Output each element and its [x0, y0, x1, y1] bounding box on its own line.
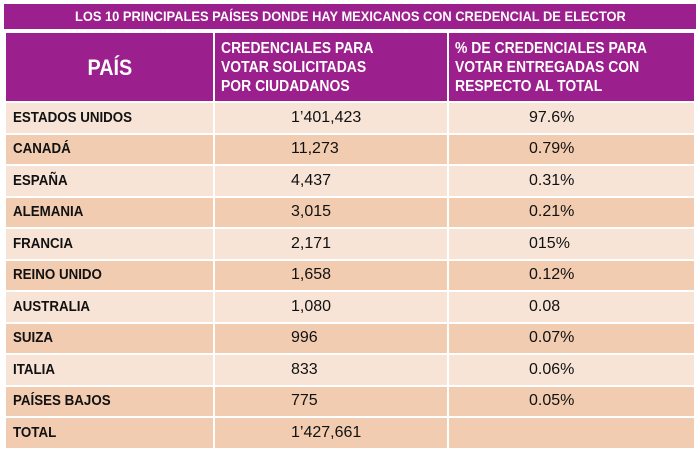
credentials-value: 1,080 — [291, 297, 332, 315]
table-row: ALEMANIA 3,015 0.21% — [4, 195, 696, 229]
table-row: ESPAÑA 4,437 0.31% — [4, 164, 696, 198]
country-value: AUSTRALIA — [13, 298, 91, 315]
credentials-cell: 4,437 — [213, 164, 449, 198]
credentials-cell: 1,658 — [213, 258, 449, 292]
country-cell: PAÍSES BAJOS — [4, 384, 215, 418]
percent-cell: 0.06% — [447, 353, 696, 387]
credentials-cell: 2,171 — [213, 227, 449, 261]
credentials-cell: 1’427,661 — [213, 416, 449, 450]
credentials-table: PAÍS CREDENCIALES PARA VOTAR SOLICITADAS… — [4, 31, 696, 450]
credentials-cell: 11,273 — [213, 132, 449, 166]
country-cell: SUIZA — [4, 321, 215, 355]
credentials-value: 11,273 — [291, 140, 339, 158]
percent-cell: 0.12% — [447, 258, 696, 292]
total-row: TOTAL 1’427,661 — [4, 416, 696, 450]
credentials-cell: 1,080 — [213, 290, 449, 324]
country-value: PAÍSES BAJOS — [13, 393, 111, 410]
percent-cell: 0.08 — [447, 290, 696, 324]
percent-value: 0.79% — [529, 140, 575, 158]
country-cell: ALEMANIA — [4, 195, 215, 229]
header-country: PAÍS — [4, 31, 215, 103]
percent-value: 97.6% — [529, 108, 575, 126]
credentials-value: 833 — [291, 360, 318, 378]
percent-cell — [447, 416, 696, 450]
percent-value: 0.06% — [529, 360, 575, 378]
country-cell: ITALIA — [4, 353, 215, 387]
credentials-value: 2,171 — [291, 234, 332, 252]
credentials-value: 4,437 — [291, 171, 332, 189]
table-row: SUIZA 996 0.07% — [4, 321, 696, 355]
country-value: FRANCIA — [13, 235, 74, 252]
country-cell: TOTAL — [4, 416, 215, 450]
percent-value: 0.21% — [529, 203, 575, 221]
header-credentials: CREDENCIALES PARA VOTAR SOLICITADAS POR … — [213, 31, 449, 103]
country-value: ALEMANIA — [13, 204, 84, 221]
percent-value: 0.12% — [529, 266, 575, 284]
percent-cell: 97.6% — [447, 101, 696, 135]
credentials-cell: 3,015 — [213, 195, 449, 229]
table-row: ESTADOS UNIDOS 1’401,423 97.6% — [4, 101, 696, 135]
percent-value: 0.07% — [529, 329, 575, 347]
country-cell: ESPAÑA — [4, 164, 215, 198]
country-cell: FRANCIA — [4, 227, 215, 261]
country-cell: AUSTRALIA — [4, 290, 215, 324]
percent-value: 0.31% — [529, 171, 575, 189]
country-value: SUIZA — [13, 330, 54, 347]
credentials-cell: 775 — [213, 384, 449, 418]
credentials-value: 1,658 — [291, 266, 332, 284]
table-row: FRANCIA 2,171 015% — [4, 227, 696, 261]
country-value: CANADÁ — [13, 141, 71, 158]
percent-cell: 0.79% — [447, 132, 696, 166]
country-value: ESTADOS UNIDOS — [13, 109, 133, 126]
table-title: LOS 10 PRINCIPALES PAÍSES DONDE HAY MEXI… — [4, 4, 696, 29]
country-value: ITALIA — [13, 361, 55, 378]
country-value: REINO UNIDO — [13, 267, 102, 284]
table-row: CANADÁ 11,273 0.79% — [4, 132, 696, 166]
country-cell: REINO UNIDO — [4, 258, 215, 292]
credentials-cell: 996 — [213, 321, 449, 355]
credentials-value: 1’401,423 — [291, 108, 362, 126]
table-row: REINO UNIDO 1,658 0.12% — [4, 258, 696, 292]
country-value: ESPAÑA — [13, 172, 68, 189]
header-percent: % DE CREDENCIALES PARA VOTAR ENTREGADAS … — [447, 31, 696, 103]
credentials-cell: 833 — [213, 353, 449, 387]
percent-cell: 0.21% — [447, 195, 696, 229]
country-cell: ESTADOS UNIDOS — [4, 101, 215, 135]
percent-cell: 015% — [447, 227, 696, 261]
credentials-value: 996 — [291, 329, 318, 347]
percent-cell: 0.05% — [447, 384, 696, 418]
percent-cell: 0.31% — [447, 164, 696, 198]
table-row: ITALIA 833 0.06% — [4, 353, 696, 387]
credentials-value: 1’427,661 — [291, 423, 362, 441]
credentials-value: 3,015 — [291, 203, 332, 221]
percent-cell: 0.07% — [447, 321, 696, 355]
country-value: TOTAL — [13, 424, 57, 441]
table-row: PAÍSES BAJOS 775 0.05% — [4, 384, 696, 418]
credentials-cell: 1’401,423 — [213, 101, 449, 135]
credentials-value: 775 — [291, 392, 318, 410]
header-row: PAÍS CREDENCIALES PARA VOTAR SOLICITADAS… — [4, 31, 696, 103]
percent-value: 0.05% — [529, 392, 575, 410]
country-cell: CANADÁ — [4, 132, 215, 166]
percent-value: 015% — [529, 234, 570, 252]
percent-value: 0.08 — [529, 297, 561, 315]
table-row: AUSTRALIA 1,080 0.08 — [4, 290, 696, 324]
